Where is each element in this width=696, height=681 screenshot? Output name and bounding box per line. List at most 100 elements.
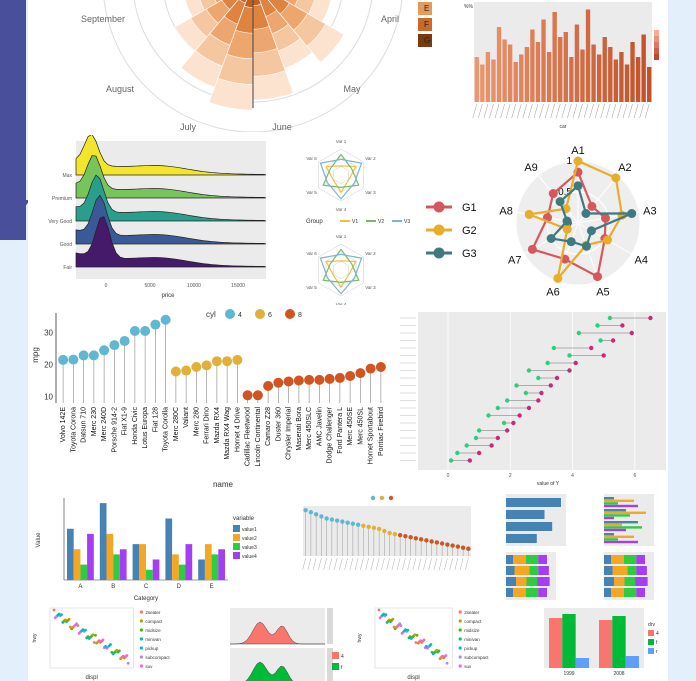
polar-month-chart: September April August May July June E F G — [38, 0, 433, 132]
scatter-point — [445, 661, 449, 665]
axis-label: A5 — [596, 287, 609, 299]
bar — [580, 49, 585, 102]
scatter-point — [104, 645, 107, 648]
stacked-segment — [538, 555, 547, 564]
bar — [604, 504, 638, 508]
r-tick-label: 1 — [566, 156, 572, 167]
legend-swatch — [418, 34, 432, 47]
stacked-segment — [538, 588, 547, 597]
legend-swatch — [458, 610, 462, 614]
scatter-point — [81, 628, 85, 632]
tick-label-stub — [594, 103, 600, 119]
legend-label: pickup — [145, 646, 159, 651]
legend-swatch — [139, 628, 143, 632]
lollipop-head — [304, 374, 315, 385]
car-name-label: Merc 280C — [173, 407, 180, 441]
bar — [604, 528, 626, 532]
dumbbell-end — [539, 390, 544, 396]
axis-label: A9 — [524, 162, 537, 174]
spoke-label: Var 4 — [336, 207, 347, 212]
lollipop-head — [345, 520, 350, 525]
tick-label-stub — [370, 557, 375, 571]
radar-point — [600, 213, 610, 223]
lollipop-head — [58, 354, 69, 365]
car-name-label: Cadillac Fleetwood — [245, 407, 252, 466]
legend-label: 4 — [341, 654, 344, 660]
bar — [185, 544, 193, 580]
month-label: May — [343, 84, 361, 94]
bar — [604, 521, 638, 524]
car-name-label: Mazda RX4 — [214, 407, 221, 444]
orange-bar-chart: %% car — [438, 0, 668, 132]
stacked-segment — [636, 555, 645, 564]
radar-series — [322, 248, 360, 283]
stacked-segment — [506, 588, 513, 597]
scatter-point — [125, 654, 129, 657]
bar — [574, 24, 580, 102]
bar — [480, 64, 485, 102]
lollipop-head — [355, 368, 366, 379]
stacked-segment — [604, 566, 613, 575]
radar-point — [593, 272, 603, 282]
scatter-point — [415, 633, 419, 637]
tick-label-stub — [606, 103, 611, 119]
scatter-point — [391, 617, 395, 621]
tick-label-stub — [611, 103, 617, 119]
x-axis-label: displ — [407, 675, 419, 681]
dumbbell-start — [486, 413, 491, 418]
legend-label: 4 — [238, 312, 242, 319]
category-label: 1999 — [563, 671, 574, 677]
tick-label-stub — [544, 103, 550, 119]
x-axis-label: displ — [86, 675, 98, 681]
y-axis-label: hwy — [32, 633, 38, 642]
radar-point — [573, 181, 583, 191]
lollipop-head — [119, 335, 130, 346]
axis-label: A7 — [508, 255, 521, 267]
stacked-segment — [538, 566, 549, 575]
scatter-point — [441, 654, 444, 658]
colorbar-cell — [654, 54, 659, 60]
x-axis-label: name — [213, 480, 234, 489]
legend-label: f — [341, 665, 343, 671]
spoke-label: Var 2 — [365, 156, 376, 161]
plot-bg — [49, 607, 134, 669]
legend-title: cyl — [206, 310, 216, 319]
car-name-label: Valiant — [183, 407, 190, 428]
lollipop-head — [201, 360, 212, 371]
dumbbell-start — [595, 323, 600, 328]
legend-swatch — [233, 525, 240, 532]
x-axis-label: price — [161, 293, 175, 299]
dumbbell-end — [548, 383, 553, 388]
tick-label-stub — [428, 557, 432, 571]
tick-label-stub — [617, 103, 622, 119]
tick-label-stub — [478, 103, 483, 119]
tick-label-stub — [550, 103, 555, 119]
lollipop-head — [303, 507, 308, 513]
car-name-label: Toyota Corona — [70, 407, 77, 453]
radar-point — [566, 237, 576, 247]
bar — [80, 564, 88, 580]
lollipop-head — [382, 528, 387, 534]
tick-label-stub — [578, 103, 583, 119]
lollipop-head — [232, 354, 243, 365]
dumbbell-end — [489, 443, 494, 448]
bar — [132, 544, 140, 580]
legend-label: suv — [145, 664, 153, 669]
legend-swatch — [648, 639, 654, 645]
decor-triangle — [0, 200, 30, 240]
lollipop-head — [78, 350, 89, 361]
radar-point — [548, 189, 558, 199]
legend-label: V3 — [404, 219, 410, 225]
month-label: April — [381, 14, 399, 24]
category-label: D — [177, 584, 182, 590]
scatter-point — [121, 654, 125, 658]
lollipop-head — [455, 544, 461, 549]
scatter-point — [109, 643, 112, 646]
axis-label: A6 — [546, 287, 559, 299]
stacked-segment — [506, 555, 513, 564]
legend-swatch — [233, 534, 240, 541]
tick-label-stub — [489, 103, 494, 119]
spoke-label: Var 2 — [365, 251, 376, 256]
lollipop-head — [340, 519, 345, 524]
